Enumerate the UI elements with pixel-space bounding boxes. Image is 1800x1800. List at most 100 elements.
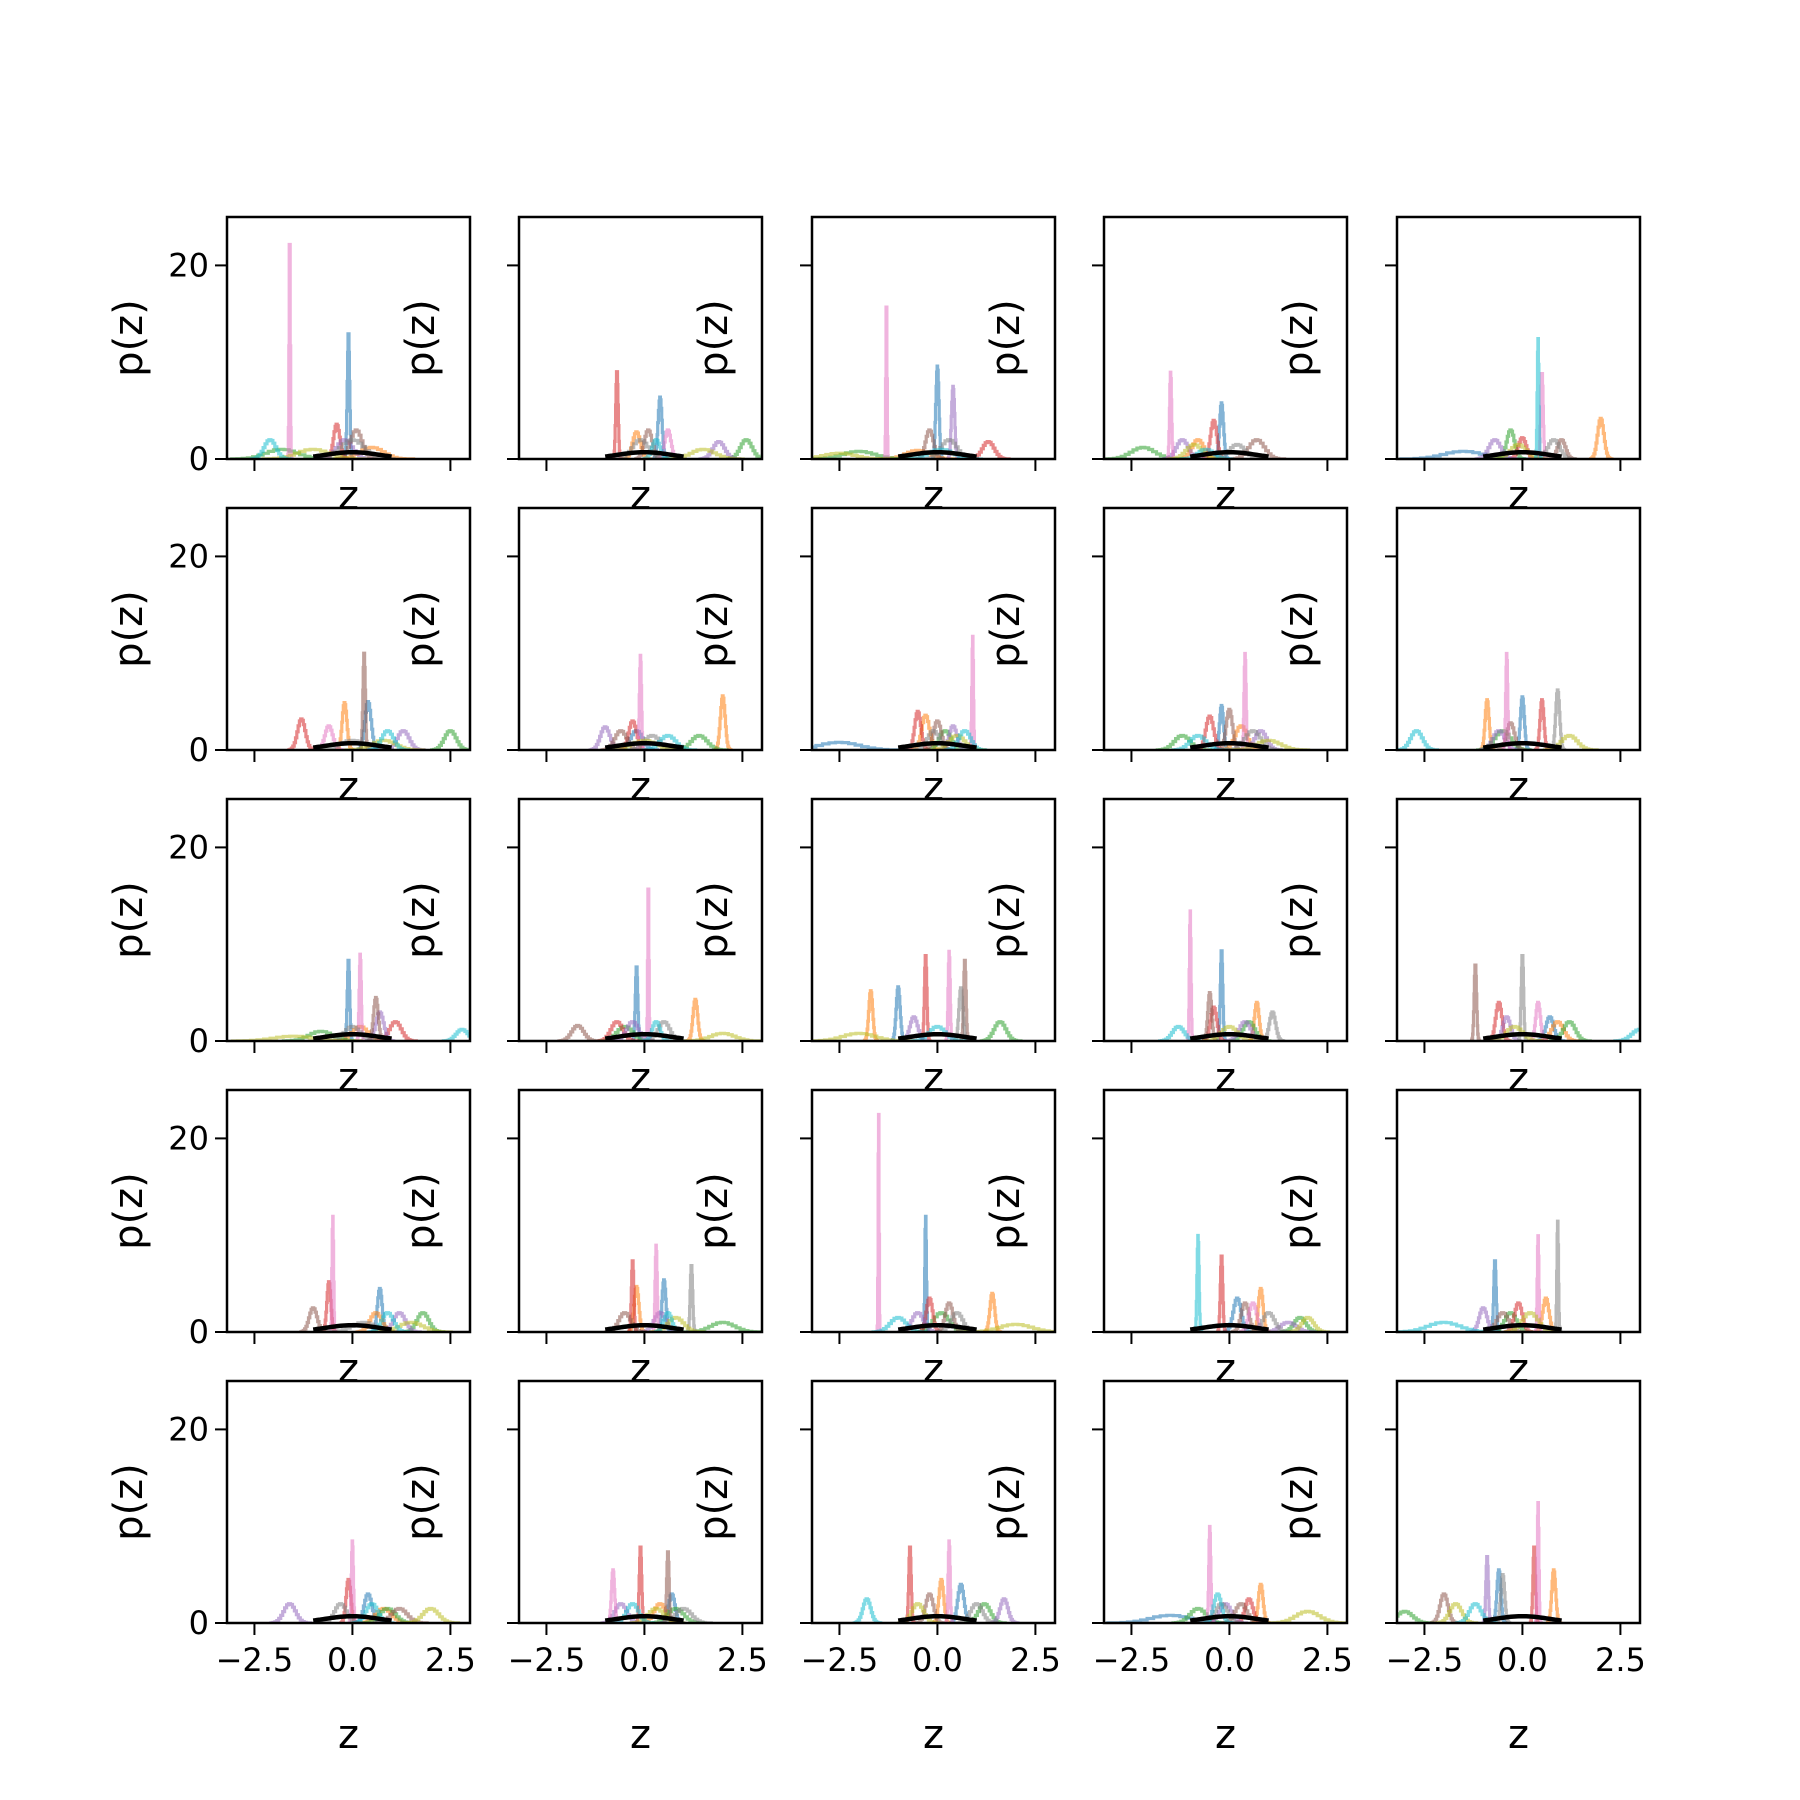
axes-frame [1395, 506, 1642, 752]
plot-area [1399, 337, 1614, 459]
x-tick-label: 0.0 [1497, 1641, 1548, 1679]
subplot-r4-c3: −2.5 0.0 2.5 z p(z) [983, 1379, 1353, 1758]
overall-curve [897, 1322, 977, 1332]
subplot-r4-c1: −2.5 0.0 2.5 z p(z) [398, 1379, 768, 1758]
component-curve-2 [713, 694, 733, 750]
x-axis-label: z [1215, 1055, 1236, 1101]
y-tick-label: 0 [189, 440, 209, 478]
axes-frame [1395, 1088, 1642, 1334]
axes-frame [1102, 797, 1349, 1043]
axes-frame [810, 506, 1057, 752]
subplot-r3-c1: z p(z) [398, 1088, 764, 1392]
x-axis-label: z [338, 1055, 359, 1101]
y-axis-label: p(z) [1276, 299, 1322, 377]
component-curve-3 [1397, 1609, 1435, 1623]
overall-curve [604, 1322, 684, 1332]
axes-frame [517, 797, 764, 1043]
overall-curve [1482, 1031, 1562, 1041]
plot-area [812, 634, 988, 750]
axes-frame [1102, 1088, 1349, 1334]
subplot-r0-c2: z p(z) [691, 215, 1057, 519]
overall-curve [604, 449, 684, 459]
component-curve-6 [335, 428, 379, 459]
component-curve-7 [875, 1112, 883, 1332]
component-curve-6 [935, 1301, 965, 1332]
x-tick-label: −2.5 [801, 1641, 879, 1679]
component-curve-6 [1429, 1592, 1460, 1623]
overall-curve [604, 1031, 684, 1041]
x-axis-label: z [923, 1346, 944, 1392]
overall-curve [312, 1031, 392, 1041]
y-axis-label: p(z) [1276, 1463, 1322, 1541]
component-curve-3 [924, 729, 968, 750]
component-curve-5 [1224, 1020, 1268, 1041]
component-curve-6 [1230, 438, 1287, 459]
x-tick-label: 2.5 [1595, 1641, 1646, 1679]
x-axis-label: z [630, 1346, 651, 1392]
y-axis-label: p(z) [691, 590, 737, 668]
component-curve-8 [1226, 729, 1283, 750]
y-axis-label: p(z) [983, 1172, 1029, 1250]
component-curve-4 [920, 954, 932, 1041]
axes-frame [225, 1379, 472, 1625]
subplot-r1-c2: z p(z) [691, 506, 1057, 810]
y-axis-label: p(z) [106, 881, 152, 959]
overall-curve [312, 1613, 392, 1623]
component-curve-10 [1613, 1027, 1640, 1041]
plot-area [871, 1112, 1055, 1332]
overall-curve [1189, 740, 1269, 750]
x-tick-label: 2.5 [1302, 1641, 1353, 1679]
component-curve-4 [1504, 1301, 1534, 1332]
plot-area [604, 1243, 762, 1332]
x-axis-label: z [923, 1712, 944, 1758]
axes-frame [225, 506, 472, 752]
x-axis-label: z [338, 764, 359, 810]
component-curve-4 [287, 717, 317, 750]
component-curve-4 [596, 1020, 640, 1041]
y-axis-label: p(z) [398, 881, 444, 959]
overall-curve [1189, 1031, 1269, 1041]
x-axis-label: z [338, 1712, 359, 1758]
subplot-r2-c4: z p(z) [1276, 797, 1642, 1101]
component-curve-5 [269, 1602, 313, 1623]
component-curve-10 [441, 1027, 470, 1041]
component-curve-9 [1503, 1311, 1560, 1332]
axes-frame [225, 797, 472, 1043]
component-curve-10 [642, 438, 672, 459]
axes-frame [225, 1088, 472, 1334]
overall-curve [897, 449, 977, 459]
overall-curve [1189, 1613, 1269, 1623]
component-curve-5 [1474, 438, 1518, 459]
component-curve-10 [642, 1020, 672, 1041]
subplot-r0-c4: z p(z) [1276, 215, 1642, 519]
component-curve-5 [989, 1597, 1020, 1623]
x-axis-label: z [1508, 1055, 1529, 1101]
plot-area [812, 305, 1011, 459]
axes-frame [810, 1088, 1057, 1334]
component-curve-10 [1397, 729, 1439, 750]
component-curve-9 [1268, 1609, 1347, 1623]
overall-curve [604, 740, 684, 750]
plot-area [1470, 954, 1640, 1041]
x-tick-label: −2.5 [1093, 1641, 1171, 1679]
y-axis-label: p(z) [106, 299, 152, 377]
component-curve-7 [1534, 1501, 1543, 1623]
component-curve-7 [328, 1214, 338, 1332]
axes-frame [1395, 1379, 1642, 1625]
plot-area [604, 370, 762, 459]
y-axis-label: p(z) [106, 1463, 152, 1541]
overall-curve [1482, 740, 1562, 750]
component-curve-7 [1165, 370, 1176, 459]
subplot-r1-c1: z p(z) [398, 506, 764, 810]
component-curve-10 [367, 729, 411, 750]
plot-area [600, 1545, 713, 1623]
overall-curve [1482, 1322, 1562, 1332]
y-axis-label: p(z) [1276, 1172, 1322, 1250]
y-tick-label: 20 [168, 1119, 209, 1157]
x-tick-label: 0.0 [327, 1641, 378, 1679]
x-axis-label: z [630, 764, 651, 810]
component-curve-10 [944, 729, 988, 750]
component-curve-7 [944, 949, 955, 1041]
x-tick-label: 2.5 [1010, 1641, 1061, 1679]
